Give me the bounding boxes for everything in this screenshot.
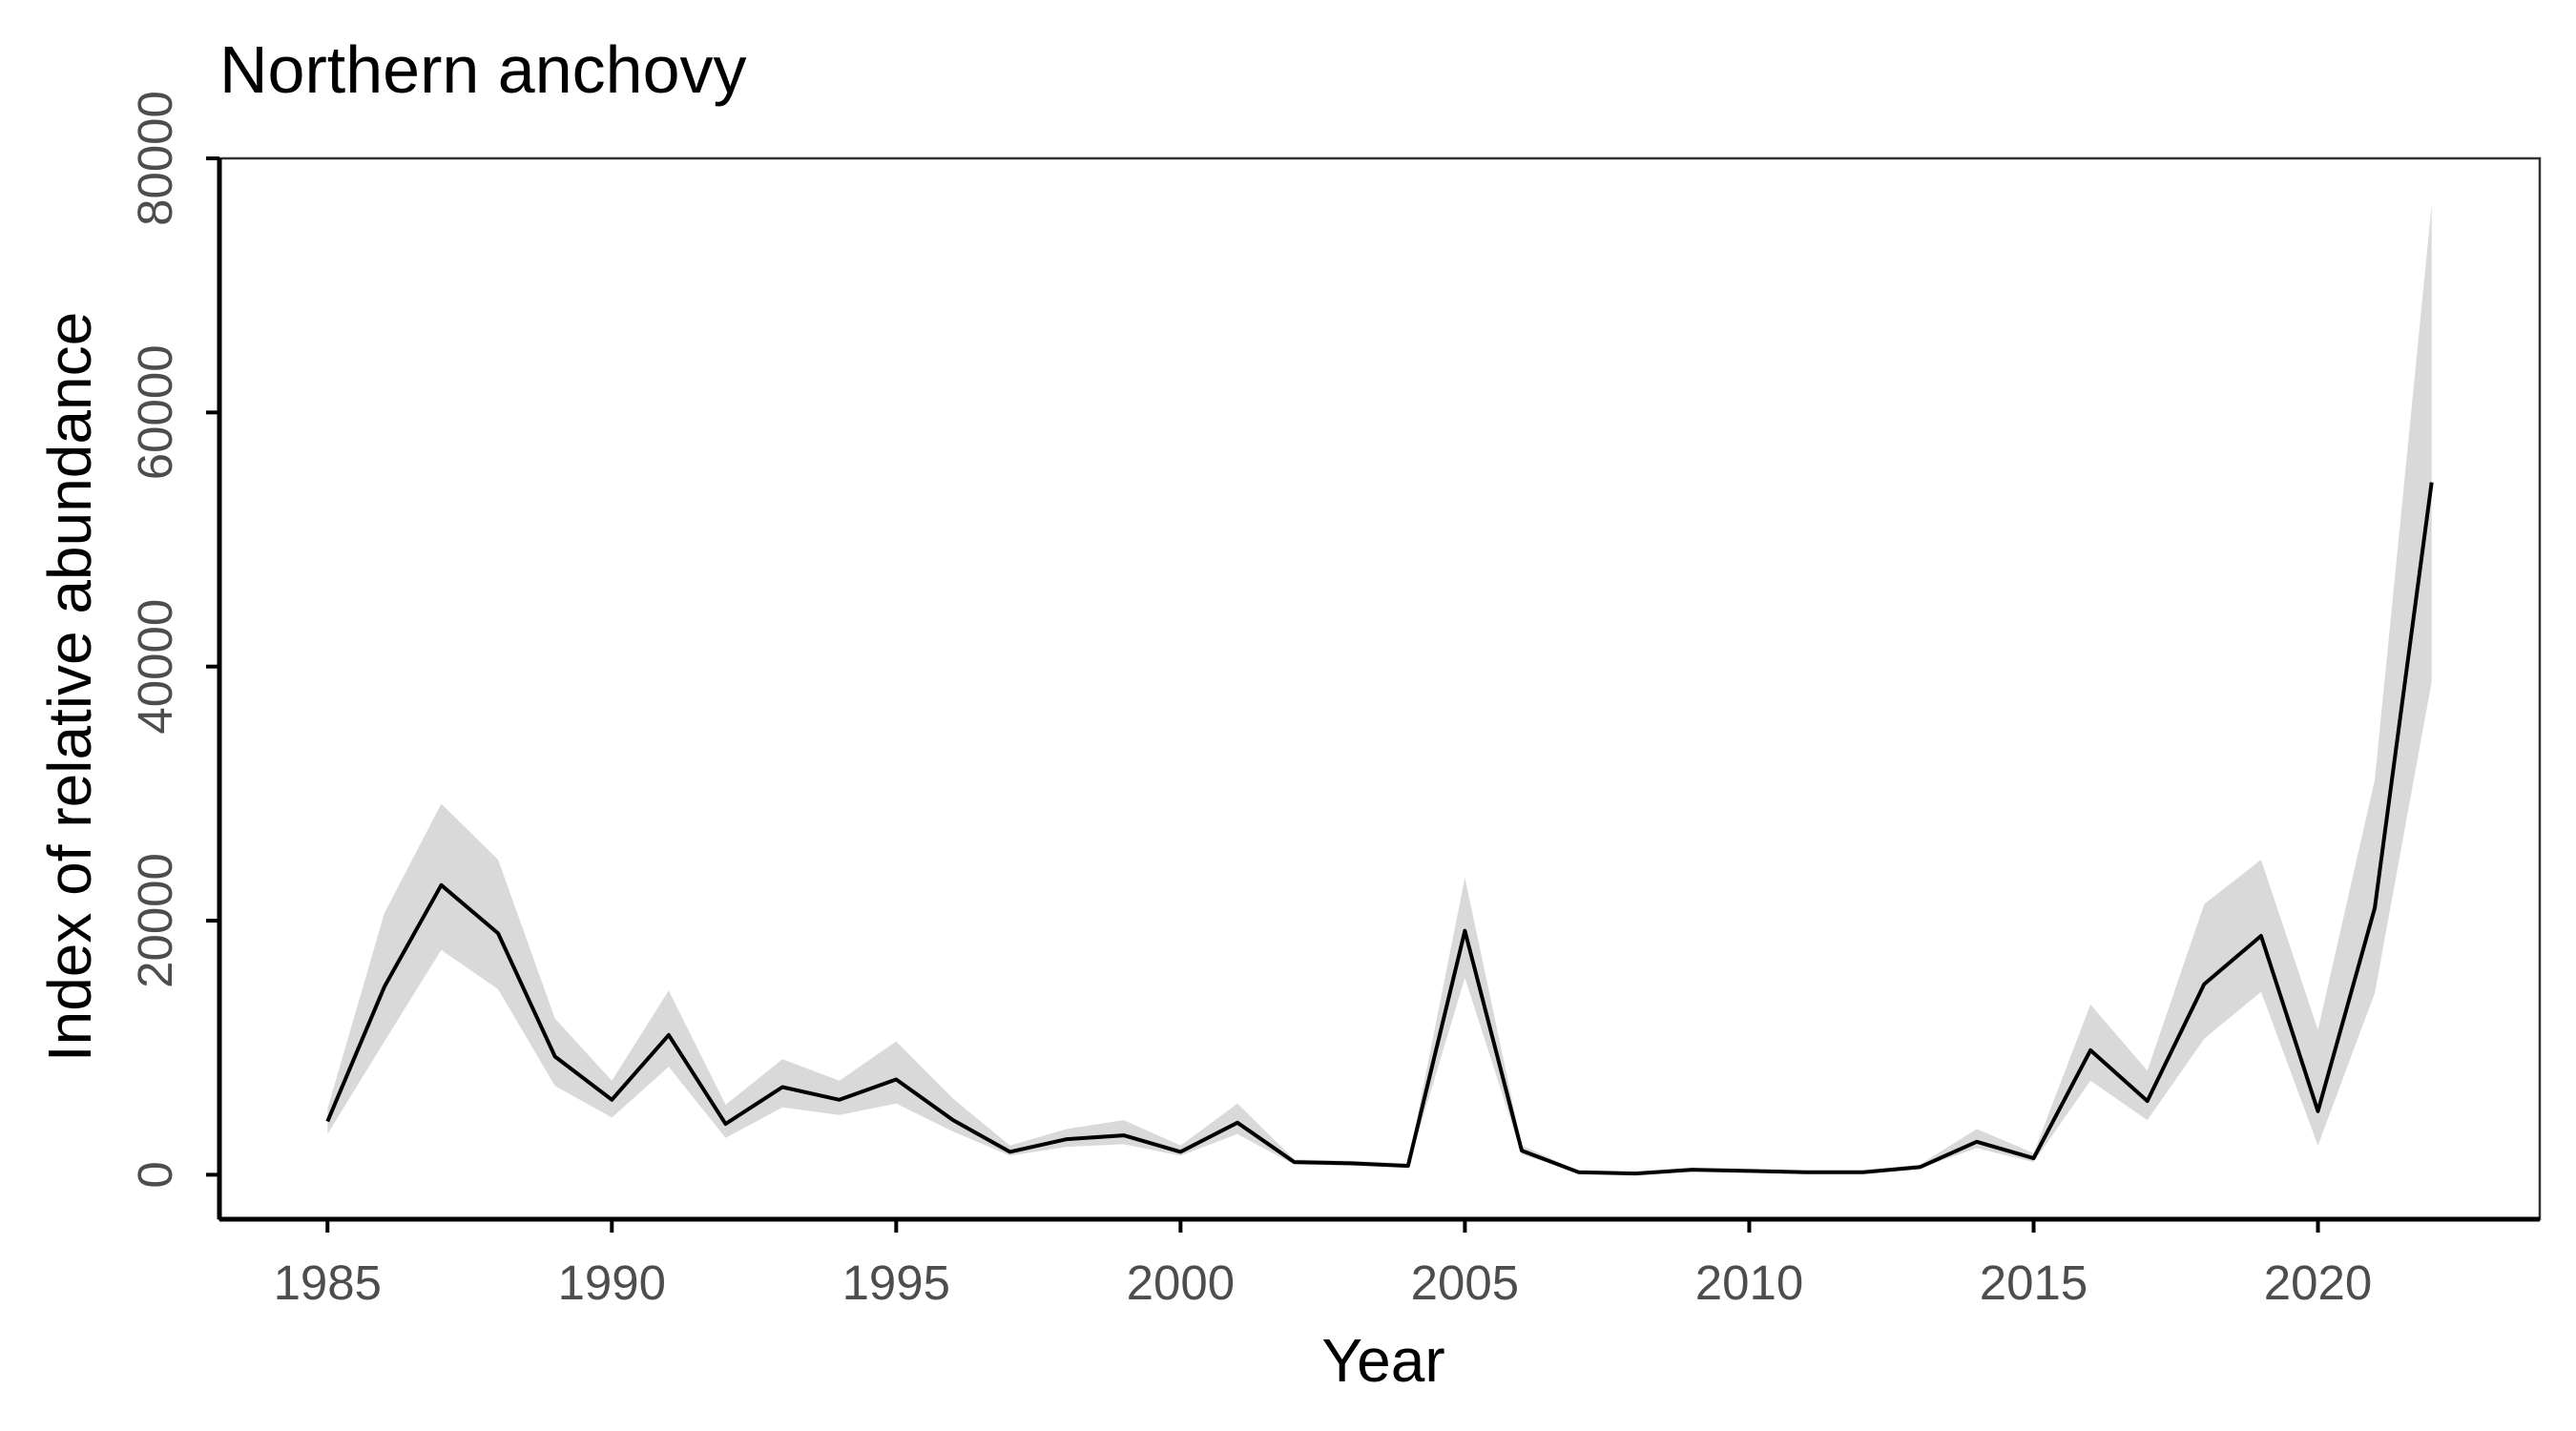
x-tick-label: 2010	[1695, 1255, 1803, 1310]
y-tick-label: 0	[128, 1161, 182, 1188]
confidence-ribbon	[327, 205, 2432, 1174]
y-tick-label: 60000	[128, 344, 182, 480]
y-tick-label: 40000	[128, 599, 182, 735]
series-line	[325, 482, 2434, 1176]
plot-panel	[217, 156, 2542, 1222]
x-axis-title: Year	[1321, 1326, 1444, 1395]
y-tick-label: 80000	[128, 91, 182, 226]
x-tick-label: 2005	[1411, 1255, 1519, 1310]
x-tick-label: 1990	[558, 1255, 666, 1310]
chart-title: Northern anchovy	[219, 32, 747, 107]
y-axis: 0 20000 40000 60000 80000	[128, 91, 219, 1189]
x-tick-label: 2020	[2264, 1255, 2372, 1310]
x-tick-label: 2015	[1980, 1255, 2088, 1310]
x-tick-label: 1995	[842, 1255, 950, 1310]
x-tick-label: 1985	[274, 1255, 382, 1310]
y-axis-title: Index of relative abundance	[35, 312, 104, 1062]
x-axis: 1985 1990 1995 2000 2005 2010 2015 2020	[274, 1219, 2372, 1310]
y-tick-label: 20000	[128, 853, 182, 988]
x-tick-label: 2000	[1127, 1255, 1235, 1310]
